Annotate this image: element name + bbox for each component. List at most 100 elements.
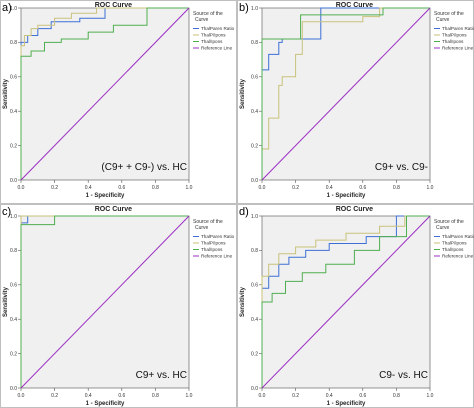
y-tick-label: 1.0 (10, 214, 17, 220)
panel-label: b) (239, 2, 249, 14)
y-tick-label: 0.2 (10, 143, 17, 149)
comparison-annotation: C9+ vs. HC (136, 370, 187, 381)
x-tick-label: 1.0 (427, 185, 434, 191)
x-axis-label: 1 - Specificity (327, 193, 366, 199)
legend-entry: ThalP/Ipons (442, 33, 467, 38)
chart-title: ROC Curve (336, 206, 373, 213)
y-axis-label: Sensitivity (3, 286, 9, 317)
roc-series-line (20, 215, 190, 389)
y-tick-label: 0.6 (10, 283, 17, 289)
x-tick-label: 0.8 (393, 393, 400, 399)
comparison-annotation: C9+ vs. C9- (375, 162, 428, 173)
legend-entry: Reference Line (201, 46, 233, 51)
roc-series-line (261, 7, 431, 181)
y-axis-label: Sensitivity (3, 78, 9, 109)
legend-entry: Thal/Ipons (442, 39, 464, 44)
x-tick-label: 1.0 (186, 185, 193, 191)
y-tick-label: 0.0 (251, 178, 258, 184)
roc-panel-4: d) ROC Curve 0.0 0.2 0.4 0.6 0.8 1.0 0.0 0.2 0.4 0.… (237, 204, 474, 408)
roc-series-line (261, 7, 430, 180)
y-tick-label: 0.8 (10, 248, 17, 254)
panel-label: d) (239, 206, 249, 218)
y-tick-label: 0.0 (10, 386, 17, 392)
y-tick-label: 0.8 (251, 248, 258, 254)
y-tick-label: 0.0 (251, 386, 258, 392)
x-tick-label: 0.6 (359, 185, 366, 191)
comparison-annotation: C9- vs. HC (379, 370, 428, 381)
x-axis-label: 1 - Specificity (327, 401, 366, 407)
x-tick-label: 0.0 (18, 393, 25, 399)
y-tick-label: 0.6 (10, 75, 17, 81)
y-tick-label: 0.2 (251, 351, 258, 357)
y-tick-label: 0.4 (10, 109, 17, 115)
x-tick-label: 0.4 (85, 185, 92, 191)
x-tick-label: 0.4 (326, 185, 333, 191)
y-axis-label: Sensitivity (240, 78, 246, 109)
legend-entry: Thal/Ipons (442, 247, 464, 252)
y-tick-label: 0.6 (251, 75, 258, 81)
roc-panel-3: c) ROC Curve 0.0 0.2 0.4 0.6 0.8 1.0 0.0 0.2 0.4 0.… (0, 204, 237, 408)
x-tick-label: 0.8 (152, 185, 159, 191)
legend-title: Source of the Curve (193, 219, 223, 231)
roc-series-line (261, 215, 430, 388)
roc-panel-1: a) ROC Curve 0.0 0.2 0.4 0.6 0.8 1.0 0.0 0.2 0.4 0.… (0, 0, 237, 204)
roc-series-line (261, 215, 431, 389)
x-tick-label: 0.0 (18, 185, 25, 191)
legend-entry: Thal/Ipons (201, 247, 223, 252)
roc-series-line (261, 215, 430, 388)
y-tick-label: 0.2 (251, 143, 258, 149)
x-axis-label: 1 - Specificity (86, 193, 125, 199)
legend-entry: Reference Line (442, 46, 474, 51)
legend-entry: Reference Line (442, 254, 474, 259)
panel-label: a) (2, 2, 12, 14)
legend-entry: Thal/Ipons (201, 39, 223, 44)
chart-title: ROC Curve (95, 206, 132, 213)
x-tick-label: 0.8 (393, 185, 400, 191)
y-tick-label: 1.0 (251, 6, 258, 12)
roc-series-line (20, 7, 189, 180)
roc-series-line (20, 215, 189, 388)
x-axis-label: 1 - Specificity (86, 401, 125, 407)
x-tick-label: 1.0 (186, 393, 193, 399)
x-tick-label: 0.2 (51, 393, 58, 399)
y-tick-label: 0.2 (10, 351, 17, 357)
roc-panel-2: b) ROC Curve 0.0 0.2 0.4 0.6 0.8 1.0 0.0 0.2 0.4 0.… (237, 0, 474, 204)
legend-title: Source of the Curve (434, 219, 464, 231)
x-tick-label: 1.0 (427, 393, 434, 399)
x-tick-label: 0.0 (259, 185, 266, 191)
y-tick-label: 1.0 (251, 214, 258, 220)
roc-series-line (20, 7, 189, 180)
x-tick-label: 0.6 (359, 393, 366, 399)
y-tick-label: 0.0 (10, 178, 17, 184)
x-tick-label: 0.8 (152, 393, 159, 399)
x-tick-label: 0.6 (118, 393, 125, 399)
x-tick-label: 0.6 (118, 185, 125, 191)
legend-entry: ThalParen Ratio (442, 26, 474, 31)
x-tick-label: 0.2 (292, 185, 299, 191)
legend-entry: ThalParen Ratio (201, 26, 235, 31)
chart-title: ROC Curve (336, 2, 373, 9)
roc-series-line (261, 7, 430, 180)
roc-series-line (261, 215, 430, 388)
x-tick-label: 0.0 (259, 393, 266, 399)
x-tick-label: 0.4 (85, 393, 92, 399)
legend-entry: ThalParen Ratio (201, 234, 235, 239)
panel-label: c) (2, 206, 11, 218)
y-tick-label: 0.8 (10, 40, 17, 46)
x-tick-label: 0.4 (326, 393, 333, 399)
chart-title: ROC Curve (95, 2, 132, 9)
y-tick-label: 1.0 (10, 6, 17, 12)
y-tick-label: 0.8 (251, 40, 258, 46)
x-tick-label: 0.2 (292, 393, 299, 399)
legend-entry: ThalParen Ratio (442, 234, 474, 239)
y-axis-label: Sensitivity (240, 286, 246, 317)
legend-entry: ThalP/Ipons (201, 33, 226, 38)
roc-series-line (261, 7, 430, 180)
y-tick-label: 0.4 (10, 317, 17, 323)
legend-entry: ThalP/Ipons (201, 241, 226, 246)
roc-series-line (20, 7, 189, 180)
legend-title: Source of the Curve (434, 11, 464, 23)
legend-entry: Reference Line (201, 254, 233, 259)
x-tick-label: 0.2 (51, 185, 58, 191)
